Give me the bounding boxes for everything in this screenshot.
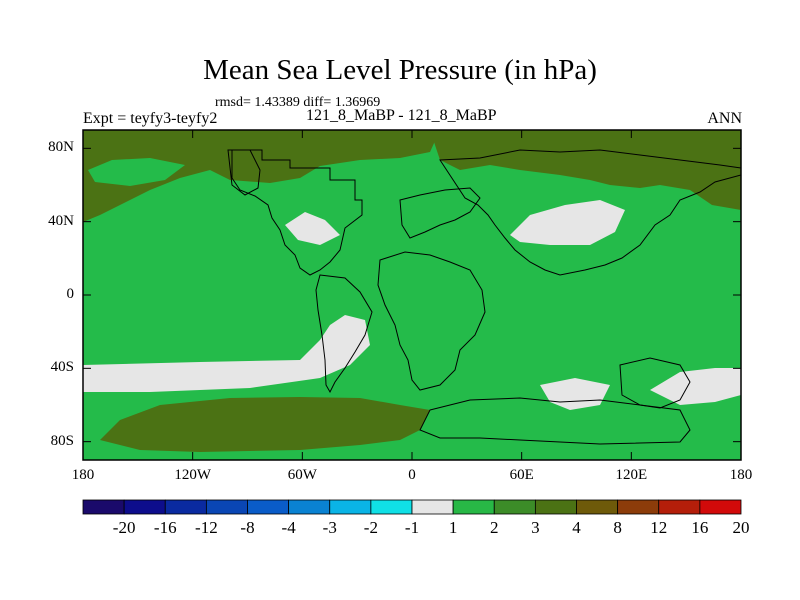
- colorbar-box: [288, 499, 331, 515]
- colorbar-label: -3: [322, 518, 337, 537]
- colorbar: [82, 499, 742, 515]
- colorbar-label: -20: [112, 518, 136, 537]
- colorbar-box: [617, 499, 660, 515]
- colorbar-label: 8: [613, 518, 622, 537]
- comparison-label: 121_8_MaBP - 121_8_MaBP: [306, 107, 497, 124]
- colorbar-label: -4: [281, 518, 296, 537]
- southern-ocean-minus1-1-band-east: [540, 368, 741, 410]
- experiment-label: Expt = teyfy3-teyfy2: [83, 110, 218, 127]
- colorbar-box: [329, 499, 372, 515]
- colorbar-box: [164, 499, 207, 515]
- colorbar-label: 12: [650, 518, 668, 537]
- lon-label: 0: [408, 467, 416, 483]
- colorbar-label: -12: [195, 518, 218, 537]
- coastline-south-america: [315, 274, 373, 394]
- arctic-1-2-pocket: [88, 158, 185, 186]
- coastline-north-america: [231, 149, 363, 276]
- lon-tick-marks: [82, 130, 742, 460]
- colorbar-box: [205, 499, 248, 515]
- colorbar-label: 1: [448, 518, 458, 537]
- lon-label: 180: [71, 467, 95, 483]
- colorbar-box: [576, 499, 619, 515]
- atlantic-minus1-1-patch: [285, 212, 340, 245]
- colorbar-label: 3: [531, 518, 540, 537]
- lat-label: 0: [66, 286, 75, 302]
- asia-minus1-1-patch: [510, 200, 625, 245]
- colorbar-label: -16: [153, 518, 177, 537]
- colorbar-box: [493, 499, 536, 515]
- stats-text: rmsd= 1.43389 diff= 1.36969: [215, 95, 381, 110]
- coastlines: [227, 149, 741, 445]
- colorbar-box: [82, 499, 125, 515]
- colorbar-box: [411, 499, 454, 515]
- lon-label: 120W: [174, 467, 211, 483]
- lat-label: 80N: [48, 139, 74, 156]
- coastline-antarctica: [419, 397, 691, 445]
- coastline-eurasia: [439, 149, 741, 276]
- colorbar-label: 16: [691, 518, 709, 537]
- coastline-europe: [399, 187, 481, 239]
- colorbar-box: [534, 499, 577, 515]
- colorbar-box: [699, 499, 742, 515]
- colorbar-label: -1: [404, 518, 420, 537]
- coastline-greenland: [227, 149, 261, 196]
- lon-label: 60E: [509, 467, 534, 483]
- lat-label: 40S: [50, 359, 74, 376]
- colorbar-box: [370, 499, 413, 515]
- lon-label: 180: [729, 467, 753, 483]
- colorbar-label: -8: [240, 518, 255, 537]
- coastline-australia: [619, 357, 691, 409]
- lat-label: 40N: [48, 212, 74, 229]
- colorbar-box: [247, 499, 290, 515]
- lon-label: 60W: [287, 467, 317, 483]
- coastline-africa: [377, 251, 486, 391]
- southern-ocean-minus1-1-band-west: [83, 315, 370, 392]
- colorbar-label: 4: [572, 518, 581, 537]
- arctic-3-4-band-west: [83, 130, 440, 222]
- colorbar-label: 2: [490, 518, 499, 537]
- arctic-3-4-band-east: [430, 130, 741, 210]
- colorbar-box: [452, 499, 495, 515]
- lat-label: 80S: [50, 432, 74, 449]
- colorbar-box: [658, 499, 701, 515]
- season-label: ANN: [707, 110, 742, 127]
- colorbar-box: [123, 499, 166, 515]
- colorbar-label: -2: [363, 518, 378, 537]
- colorbar-label: 20: [732, 518, 750, 537]
- southern-ocean-3-4-band-west: [100, 397, 430, 452]
- map-title: Mean Sea Level Pressure (in hPa): [203, 54, 597, 86]
- lat-tick-marks: [83, 147, 741, 443]
- lon-label: 120E: [615, 467, 648, 483]
